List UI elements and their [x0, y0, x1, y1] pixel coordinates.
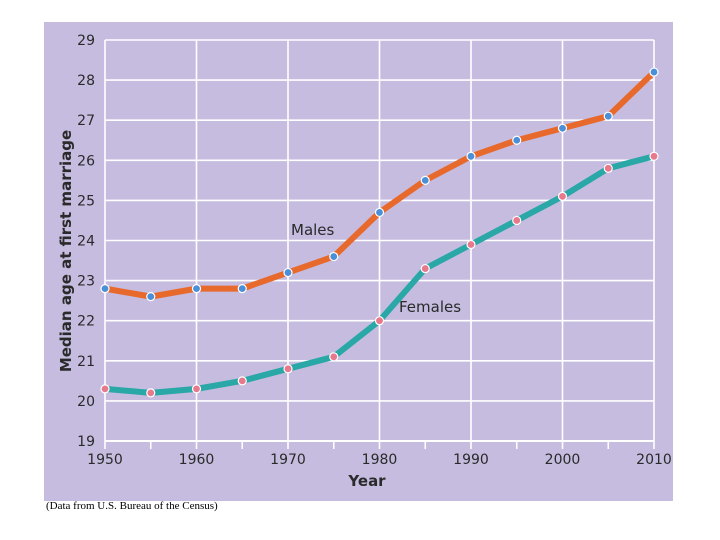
data-point-males	[466, 151, 476, 161]
data-point-females	[100, 384, 110, 394]
data-point-males	[191, 284, 202, 294]
y-tick-label: 28	[77, 73, 95, 89]
y-tick-label: 24	[77, 234, 95, 250]
marker-layer	[100, 67, 659, 398]
data-point-females	[557, 191, 568, 201]
y-tick-label: 27	[77, 113, 95, 129]
data-point-females	[191, 384, 202, 394]
y-tick-label: 23	[77, 274, 95, 290]
line-chart: 19 20 21 22 23 24 25 26 27 28 29 1950 1960 1970 1980 19…	[57, 33, 672, 490]
data-point-males	[512, 135, 522, 145]
x-tick-label: 1950	[87, 452, 123, 468]
x-tick-label: 2000	[545, 452, 581, 468]
data-point-females	[283, 364, 293, 374]
data-point-females	[237, 376, 247, 386]
series-label-females: Females	[399, 298, 461, 316]
chart-panel: 19 20 21 22 23 24 25 26 27 28 29 1950 1960 1970 1980 19…	[44, 22, 673, 501]
data-point-males	[649, 67, 659, 77]
x-tick-label: 1980	[362, 452, 398, 468]
tick-labels: 19 20 21 22 23 24 25 26 27 28 29 1950 1960 1970 1980 19…	[77, 33, 672, 468]
data-point-males	[283, 267, 293, 278]
series-label-males: Males	[291, 221, 335, 239]
y-tick-label: 19	[77, 434, 95, 450]
data-point-males	[557, 123, 568, 133]
data-point-males	[420, 175, 430, 185]
y-tick-label: 25	[77, 193, 95, 209]
data-point-males	[374, 207, 385, 218]
x-tick-label: 1990	[453, 452, 489, 468]
data-point-females	[374, 316, 385, 326]
y-tick-label: 29	[77, 33, 95, 49]
data-point-females	[146, 388, 156, 398]
data-point-females	[420, 263, 430, 274]
data-point-females	[329, 352, 339, 362]
data-point-females	[649, 151, 659, 161]
y-axis-title: Median age at first marriage	[57, 130, 75, 372]
x-tick-label: 2010	[636, 452, 672, 468]
data-point-males	[329, 251, 339, 262]
data-point-females	[603, 163, 613, 173]
y-tick-label: 21	[77, 354, 95, 370]
data-point-males	[146, 292, 156, 302]
y-tick-label: 26	[77, 153, 95, 169]
data-point-males	[603, 111, 613, 121]
data-point-females	[466, 239, 476, 250]
y-tick-label: 22	[77, 314, 95, 330]
data-point-females	[512, 215, 522, 226]
y-tick-label: 20	[77, 394, 95, 410]
data-point-males	[100, 284, 110, 294]
x-axis-title: Year	[347, 472, 386, 490]
grid-layer	[104, 39, 655, 449]
source-note: (Data from U.S. Bureau of the Census)	[46, 500, 218, 512]
data-point-males	[237, 284, 247, 294]
x-tick-label: 1960	[179, 452, 215, 468]
x-tick-label: 1970	[270, 452, 306, 468]
